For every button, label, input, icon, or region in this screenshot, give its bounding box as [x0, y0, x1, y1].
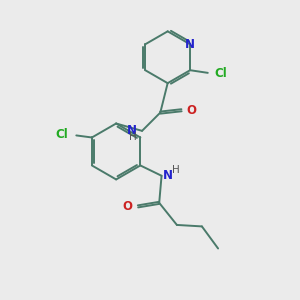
- Text: Cl: Cl: [214, 67, 227, 80]
- Text: H: H: [172, 165, 180, 175]
- Text: O: O: [187, 104, 197, 117]
- Text: N: N: [185, 38, 195, 51]
- Text: Cl: Cl: [56, 128, 68, 141]
- Text: N: N: [163, 169, 173, 182]
- Text: H: H: [129, 132, 137, 142]
- Text: N: N: [127, 124, 137, 137]
- Text: O: O: [123, 200, 133, 213]
